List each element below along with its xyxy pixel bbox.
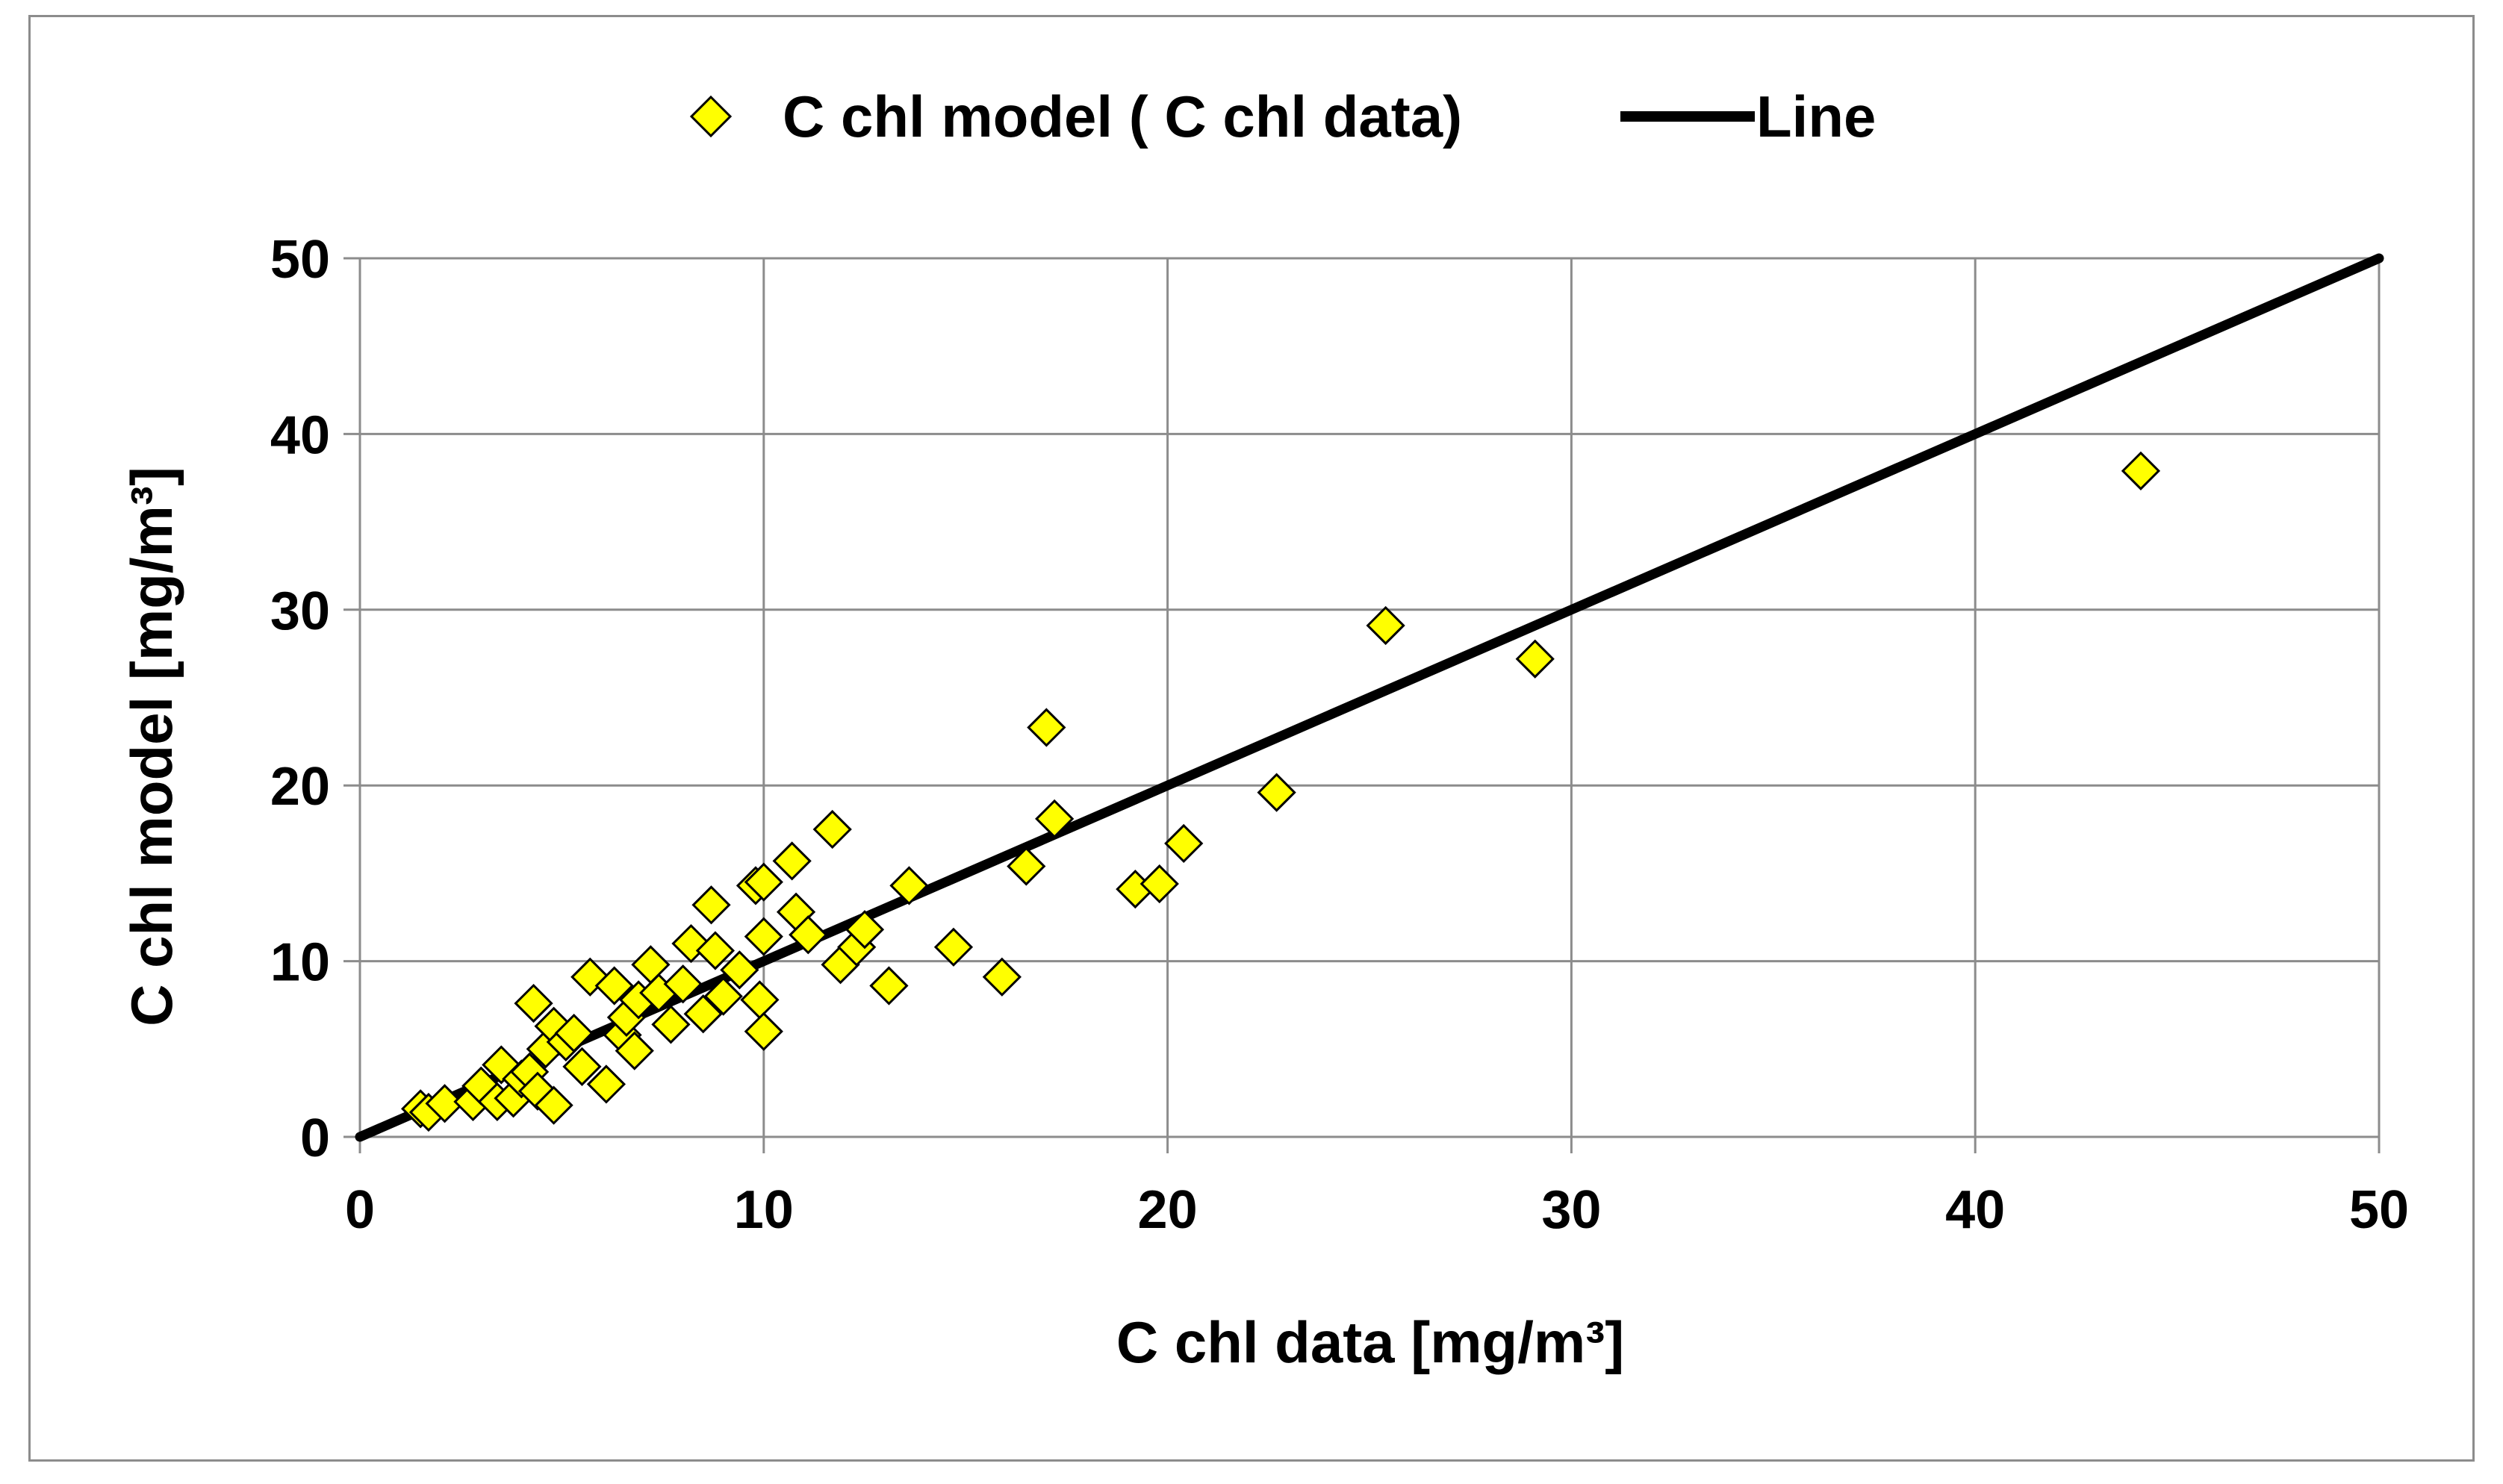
data-point	[1257, 773, 1296, 812]
data-point	[631, 945, 671, 985]
y-axis-title: C chl model [mg/m³]	[119, 467, 184, 1026]
data-point	[1515, 639, 1555, 679]
data-point	[594, 966, 634, 1006]
line-series	[355, 253, 2384, 1142]
x-tick-label: 50	[2349, 1180, 2409, 1240]
x-axis-title: C chl data [mg/m³]	[1116, 1309, 1624, 1375]
x-tick-label: 0	[345, 1180, 375, 1240]
data-point	[744, 862, 783, 902]
data-point	[720, 950, 759, 990]
data-point	[2121, 451, 2161, 490]
y-tick-label: 40	[270, 405, 330, 465]
data-point	[789, 915, 828, 955]
data-point	[586, 1064, 626, 1104]
data-point	[1007, 847, 1046, 886]
axes	[343, 257, 2381, 1153]
y-tick-label: 20	[270, 757, 330, 817]
y-tick-label: 50	[270, 230, 330, 290]
data-point	[744, 1011, 783, 1051]
data-point	[562, 1047, 602, 1086]
x-tick-label: 10	[734, 1180, 794, 1240]
legend: C chl model ( C chl data) Line	[689, 84, 1876, 149]
data-point	[1366, 605, 1405, 646]
data-point	[744, 917, 783, 956]
data-point	[1164, 823, 1204, 864]
x-tick-label: 40	[1945, 1180, 2005, 1240]
data-point	[889, 866, 929, 905]
data-point	[683, 994, 723, 1034]
data-point	[691, 885, 731, 925]
legend-label-line: Line	[1756, 84, 1876, 149]
data-point	[869, 966, 909, 1006]
x-tick-label: 30	[1541, 1180, 1601, 1240]
data-point	[534, 1085, 573, 1125]
data-point	[703, 976, 743, 1016]
data-point	[695, 931, 736, 970]
tick-labels: 0 10 20 30 40 50 0 10 20 30 40 50	[270, 230, 2409, 1240]
legend-marker-diamond	[689, 95, 733, 138]
scatter-points	[400, 451, 2161, 1132]
data-point	[982, 957, 1022, 997]
data-point	[651, 1005, 691, 1044]
y-tick-label: 10	[270, 933, 330, 993]
data-point	[514, 983, 553, 1023]
x-tick-label: 20	[1138, 1180, 1198, 1240]
legend-label-scatter: C chl model ( C chl data)	[783, 84, 1462, 149]
data-point	[1139, 864, 1179, 904]
data-point	[615, 1031, 654, 1070]
data-point	[554, 1013, 594, 1053]
chart-frame	[28, 15, 2475, 1462]
data-point	[933, 927, 974, 967]
y-tick-label: 0	[300, 1109, 330, 1168]
y-tick-label: 30	[270, 582, 330, 641]
data-point	[425, 1084, 464, 1123]
data-point	[740, 980, 780, 1020]
data-point	[845, 910, 885, 950]
data-point	[772, 841, 812, 881]
data-point	[663, 964, 703, 1004]
data-point	[1027, 708, 1066, 747]
identity-line	[355, 253, 2384, 1142]
data-point	[1035, 799, 1075, 839]
data-point	[812, 809, 852, 849]
